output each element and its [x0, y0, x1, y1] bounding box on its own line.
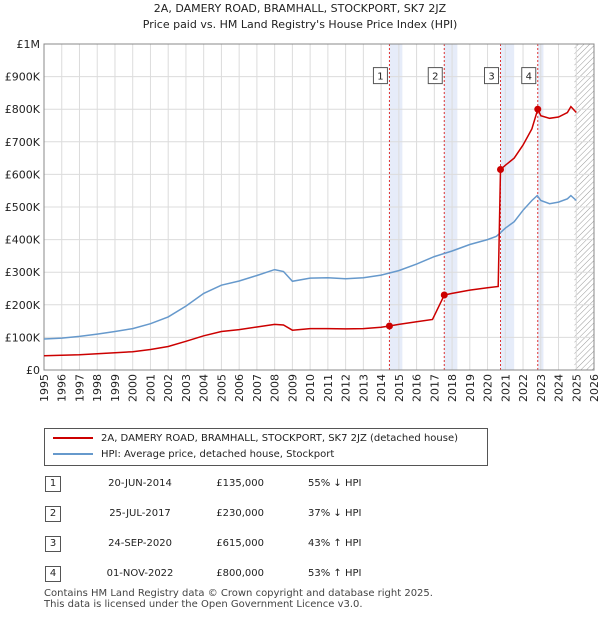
- x-tick-label: 2005: [215, 374, 228, 402]
- sale-marker-label: 3: [488, 72, 494, 83]
- x-tick-label: 2012: [340, 374, 353, 402]
- x-tick-label: 2019: [464, 374, 477, 402]
- y-tick-label: £400K: [5, 234, 41, 247]
- sale-price: £230,000: [216, 508, 264, 519]
- x-tick-label: 1999: [109, 374, 122, 402]
- sale-marker-label: 4: [526, 72, 532, 83]
- footer: Contains HM Land Registry data © Crown c…: [44, 588, 433, 610]
- sale-date: 24-SEP-2020: [108, 538, 172, 549]
- x-tick-label: 1995: [38, 374, 51, 402]
- x-tick-label: 2014: [375, 374, 388, 402]
- x-tick-label: 2001: [144, 374, 157, 402]
- x-tick-label: 2011: [322, 374, 335, 402]
- sale-marker-box: [372, 67, 388, 85]
- footer-copyright: Contains HM Land Registry data © Crown c…: [44, 588, 433, 599]
- sale-date: 25-JUL-2017: [109, 508, 171, 519]
- chart-subtitle: Price paid vs. HM Land Registry's House …: [143, 18, 458, 31]
- sale-marker-box: [484, 67, 499, 85]
- sale-hpi-change: 43% ↑ HPI: [308, 538, 362, 549]
- sale-hpi-change: 53% ↑ HPI: [308, 568, 362, 579]
- sale-marker-label: 1: [377, 72, 383, 83]
- y-tick-label: £800K: [5, 103, 41, 116]
- footer-licence: This data is licensed under the Open Gov…: [44, 599, 363, 610]
- sale-row: 3 24-SEP-2020 £615,000 43% ↑ HPI: [0, 536, 600, 556]
- plot-frame: [43, 43, 595, 371]
- price-chart: 2A, DAMERY ROAD, BRAMHALL, STOCKPORT, SK…: [5, 2, 600, 402]
- x-tick-label: 1997: [73, 374, 86, 402]
- hpi-line: [43, 194, 577, 340]
- x-tick-label: 2021: [499, 374, 512, 402]
- x-tick-label: 2000: [127, 374, 140, 402]
- x-tick-label: 2009: [286, 374, 299, 402]
- sale-price: £615,000: [216, 538, 264, 549]
- y-tick-label: £600K: [5, 168, 41, 181]
- sale-number-badge: 1: [45, 476, 61, 492]
- sale-price: £800,000: [216, 568, 264, 579]
- sale-point: [440, 291, 448, 299]
- sale-number-badge: 3: [45, 536, 61, 552]
- legend-swatch-property: [53, 437, 93, 439]
- y-tick-label: £900K: [5, 71, 41, 84]
- legend: 2A, DAMERY ROAD, BRAMHALL, STOCKPORT, SK…: [44, 428, 488, 466]
- x-tick-label: 2024: [553, 374, 566, 402]
- x-tick-label: 2020: [482, 374, 495, 402]
- sale-date: 01-NOV-2022: [106, 568, 174, 579]
- y-tick-label: £200K: [5, 299, 41, 312]
- x-tick-label: 2022: [517, 374, 530, 402]
- sale-marker-box: [427, 67, 443, 85]
- sale-marker-box: [521, 67, 537, 85]
- sale-point: [385, 322, 393, 330]
- x-tick-label: 2017: [428, 374, 441, 402]
- x-tick-label: 2015: [393, 374, 406, 402]
- sale-marker-label: 2: [432, 72, 438, 83]
- legend-item-property: 2A, DAMERY ROAD, BRAMHALL, STOCKPORT, SK…: [53, 431, 458, 445]
- sale-hpi-change: 37% ↓ HPI: [308, 508, 362, 519]
- sale-point: [534, 105, 542, 113]
- y-tick-label: £0: [26, 364, 40, 377]
- sale-number-badge: 2: [45, 506, 61, 522]
- x-tick-label: 2008: [269, 374, 282, 402]
- sale-row: 1 20-JUN-2014 £135,000 55% ↓ HPI: [0, 476, 600, 496]
- x-tick-label: 2025: [570, 374, 583, 402]
- x-tick-label: 2023: [535, 374, 548, 402]
- sale-row: 2 25-JUL-2017 £230,000 37% ↓ HPI: [0, 506, 600, 526]
- y-tick-label: £500K: [5, 201, 41, 214]
- legend-label-property: 2A, DAMERY ROAD, BRAMHALL, STOCKPORT, SK…: [101, 432, 459, 444]
- x-tick-label: 2018: [446, 374, 459, 402]
- chart-title: 2A, DAMERY ROAD, BRAMHALL, STOCKPORT, SK…: [154, 2, 447, 15]
- x-tick-label: 2004: [198, 374, 211, 402]
- y-tick-label: £700K: [5, 136, 41, 149]
- x-tick-label: 2002: [162, 374, 175, 402]
- sale-number-badge: 4: [45, 566, 61, 582]
- x-tick-label: 1998: [91, 374, 104, 402]
- sale-price: £135,000: [216, 478, 264, 489]
- x-tick-label: 2006: [233, 374, 246, 402]
- sale-hpi-change: 55% ↓ HPI: [308, 478, 362, 489]
- sale-date: 20-JUN-2014: [108, 478, 172, 489]
- y-tick-label: £100K: [5, 331, 41, 344]
- x-tick-label: 2013: [357, 374, 370, 402]
- y-tick-label: £1M: [17, 38, 41, 51]
- x-tick-label: 2016: [411, 374, 424, 402]
- legend-item-hpi: HPI: Average price, detached house, Stoc…: [53, 447, 334, 461]
- x-tick-label: 2007: [251, 374, 264, 402]
- legend-swatch-hpi: [53, 453, 93, 455]
- y-tick-label: £300K: [5, 266, 41, 279]
- sale-point: [497, 166, 504, 174]
- x-tick-label: 1996: [56, 374, 69, 402]
- sale-row: 4 01-NOV-2022 £800,000 53% ↑ HPI: [0, 566, 600, 586]
- x-tick-label: 2010: [304, 374, 317, 402]
- legend-label-hpi: HPI: Average price, detached house, Stoc…: [101, 448, 335, 460]
- property-price-line: [43, 105, 577, 357]
- x-tick-label: 2026: [588, 374, 600, 402]
- x-tick-label: 2003: [180, 374, 193, 402]
